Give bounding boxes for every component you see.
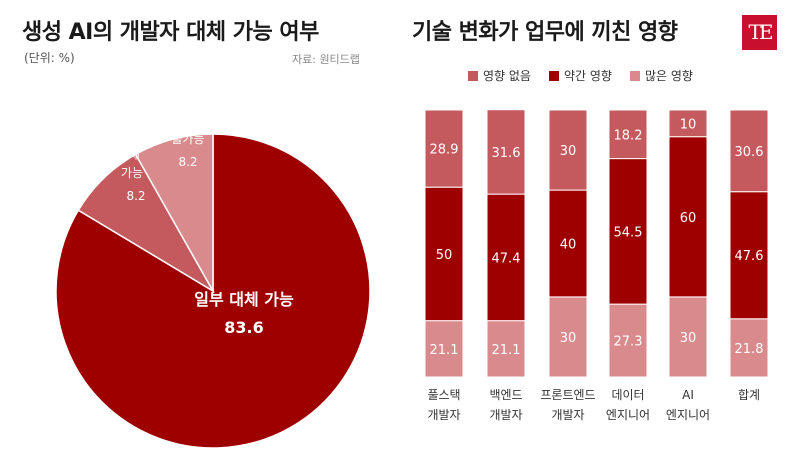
bar-value-some-1: 47.4 [492, 251, 521, 266]
pie-value-impossible: 8.2 [178, 155, 197, 169]
legend-swatch-none [468, 70, 478, 81]
bar-segment-some-4 [668, 136, 708, 298]
bar-value-much-4: 30 [680, 331, 697, 346]
bar-value-much-3: 27.3 [614, 335, 643, 350]
bar-segment-some-3 [608, 158, 648, 305]
pie-label-full-line2: 가능 [121, 166, 143, 180]
bar-category-label-2-1: 개발자 [551, 408, 584, 422]
legend-swatch-some [548, 70, 559, 81]
bar-segment-much-2 [548, 296, 588, 378]
pie-value-partial: 83.6 [224, 318, 263, 337]
pie-label-impossible-line2: 불가능 [171, 132, 204, 146]
legend-swatch-much [629, 70, 640, 81]
pie-label-partial: 일부 대체 가능 [194, 290, 294, 309]
bar-category-label-4-1: 엔지니어 [666, 408, 710, 422]
legend-item-much: 많은 영향 [629, 67, 693, 84]
bar-segment-some-0 [424, 186, 464, 322]
legend-item-none: 영향 없음 [468, 67, 531, 84]
source-label: 자료: 원티드랩 [292, 53, 360, 66]
bar-category-label-1-0: 백엔드 [489, 388, 522, 402]
pie-slice-partial [55, 133, 371, 449]
publisher-logo: TE [742, 15, 777, 50]
bar-segment-none-4 [668, 109, 708, 138]
bar-chart-legend: 영향 없음 약간 영향 많은 영향 [468, 67, 693, 84]
bar-segment-much-4 [668, 296, 708, 378]
bar-category-label-2-0: 프론트엔드 [540, 388, 595, 402]
bar-category-label-1-1: 개발자 [489, 408, 522, 422]
bar-segment-none-3 [608, 109, 648, 160]
bar-segment-none-5 [729, 109, 769, 193]
bar-segment-none-2 [548, 109, 588, 191]
bar-category-label-5-0: 합계 [738, 388, 760, 402]
pie-value-full: 8.2 [126, 189, 145, 203]
bar-category-label-3-1: 엔지니어 [606, 408, 650, 422]
bar-segment-some-5 [729, 191, 769, 320]
bar-segment-much-3 [608, 303, 648, 378]
bar-value-none-3: 18.2 [614, 128, 643, 143]
bar-value-some-4: 60 [680, 211, 697, 226]
legend-label-none: 영향 없음 [483, 69, 531, 83]
bar-segment-much-1 [486, 320, 526, 378]
bar-value-much-0: 21.1 [430, 343, 459, 358]
bar-category-label-0-0: 풀스택 [427, 388, 460, 402]
bar-category-label-0-1: 개발자 [427, 408, 460, 422]
pie-slice-full [77, 153, 216, 294]
bar-category-label-3-0: 데이터 [611, 388, 644, 402]
bar-segment-some-1 [486, 193, 526, 322]
legend-label-much: 많은 영향 [644, 69, 693, 83]
bar-segment-none-1 [486, 109, 526, 195]
bar-category-label-4-0: AI [682, 388, 694, 402]
bar-segment-none-0 [424, 109, 464, 188]
bar-value-some-3: 54.5 [614, 225, 643, 240]
pie-chart-title: 생성 AI의 개발자 대체 가능 여부 [22, 20, 319, 45]
legend-item-some: 약간 영향 [548, 67, 612, 84]
legend-label-some: 약간 영향 [563, 69, 612, 83]
bar-value-some-2: 40 [560, 238, 577, 253]
bar-value-none-4: 10 [680, 117, 697, 132]
bar-segment-much-0 [424, 320, 464, 378]
bar-value-much-1: 21.1 [492, 343, 521, 358]
bar-chart-title: 기술 변화가 업무에 끼친 영향 [412, 20, 678, 45]
bar-value-much-2: 30 [560, 331, 577, 346]
pie-label-impossible-line1: 전혀 [177, 111, 199, 125]
bar-value-some-0: 50 [436, 248, 453, 263]
pie-label-full-line1: 완전 대체 [92, 148, 140, 162]
bar-value-none-2: 30 [560, 144, 577, 159]
bar-value-much-5: 21.8 [735, 342, 764, 357]
bar-value-none-0: 28.9 [430, 143, 459, 158]
bar-value-none-1: 31.6 [492, 146, 521, 161]
bar-segment-much-5 [729, 318, 769, 378]
pie-slice-impossible [134, 133, 214, 294]
bar-segment-some-2 [548, 189, 588, 298]
bar-value-some-5: 47.6 [735, 249, 764, 264]
bar-value-none-5: 30.6 [735, 145, 764, 160]
unit-label: (단위: %) [24, 51, 75, 65]
